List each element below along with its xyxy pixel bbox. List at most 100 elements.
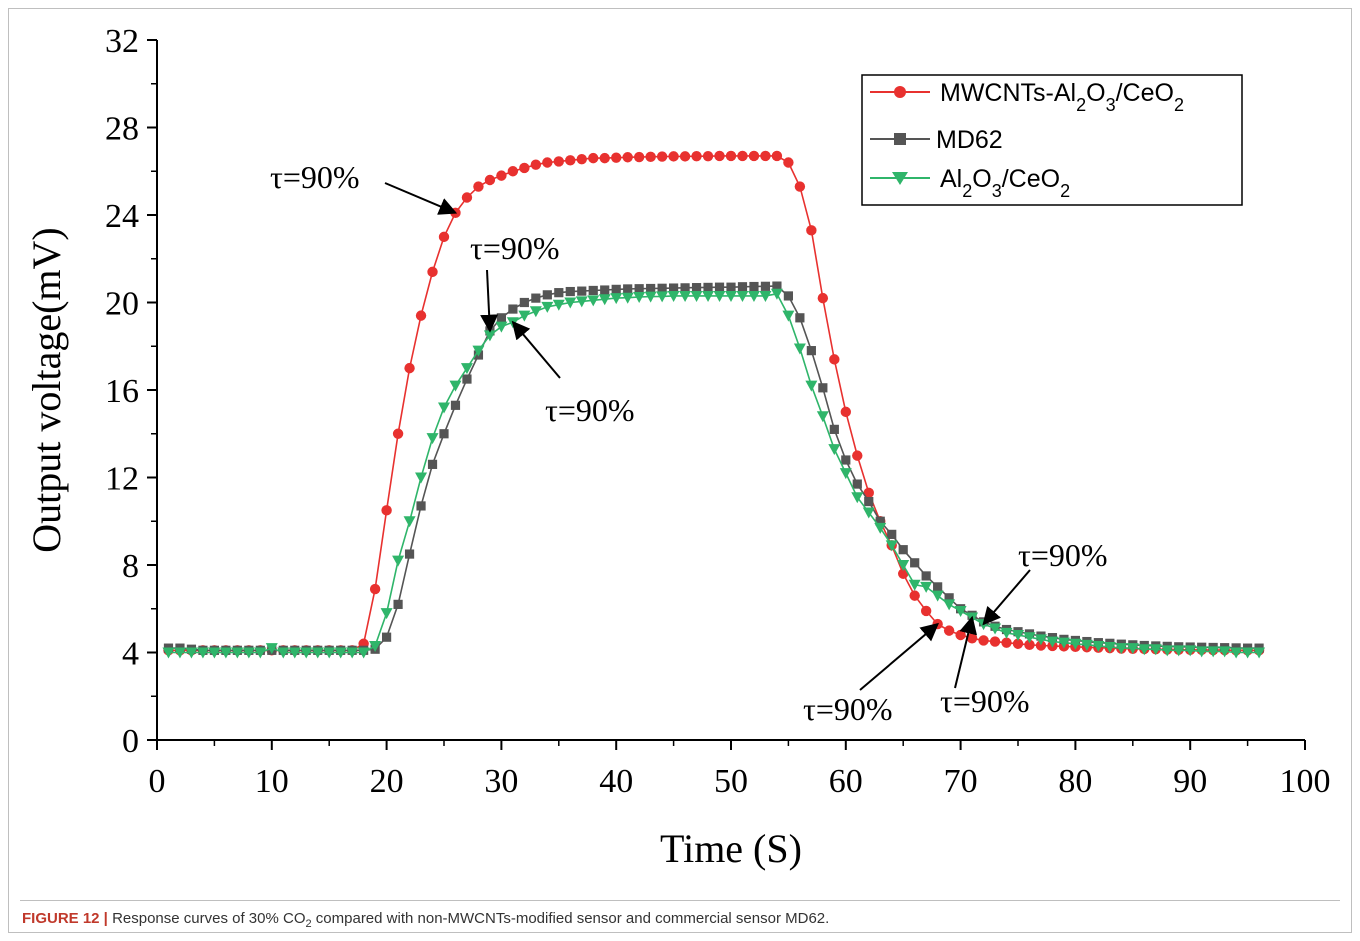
data-point — [874, 522, 887, 534]
data-point — [334, 647, 347, 659]
data-point — [862, 507, 875, 519]
data-point — [1161, 645, 1174, 657]
data-point — [634, 284, 644, 294]
data-point — [265, 643, 278, 655]
data-point — [943, 599, 956, 611]
data-point — [496, 170, 507, 181]
data-point — [427, 266, 438, 278]
legend-marker-al2o3 — [892, 172, 908, 185]
data-point — [921, 571, 931, 581]
x-tick-label: 20 — [370, 763, 404, 800]
data-point — [462, 374, 472, 384]
data-point — [416, 501, 426, 511]
data-point — [162, 647, 175, 659]
data-point — [518, 310, 531, 322]
annotation-arrow — [480, 269, 499, 333]
y-axis-title: Output voltage(mV) — [24, 227, 69, 553]
data-point — [553, 156, 564, 167]
data-point — [621, 292, 634, 304]
caption-text-post: compared with non-MWCNTs-modified sensor… — [311, 910, 830, 927]
data-point — [1001, 637, 1012, 648]
series-2 — [162, 288, 1266, 659]
data-point — [427, 459, 438, 469]
data-point — [909, 590, 920, 601]
data-point — [644, 291, 657, 303]
data-point — [588, 152, 599, 164]
data-point — [714, 282, 725, 292]
annotation-label: τ=90% — [940, 683, 1030, 719]
data-point — [577, 286, 587, 296]
annotation-label: τ=90% — [545, 392, 635, 428]
data-point — [1092, 640, 1105, 652]
data-point — [806, 225, 817, 236]
data-point — [208, 647, 221, 659]
data-point — [542, 290, 552, 300]
data-point — [393, 599, 403, 609]
data-point — [1253, 647, 1266, 659]
data-point — [667, 290, 680, 302]
data-point — [484, 174, 496, 186]
data-point — [460, 363, 473, 375]
series-1 — [163, 281, 1264, 655]
data-point — [173, 647, 186, 659]
data-point — [840, 406, 851, 418]
data-point — [600, 285, 610, 295]
data-point — [828, 444, 841, 456]
data-point — [472, 345, 485, 357]
data-point — [772, 281, 782, 291]
annotation-arrow — [384, 182, 458, 215]
data-point — [185, 647, 198, 659]
data-point — [449, 380, 462, 392]
data-point — [966, 633, 978, 644]
y-tick-label: 28 — [105, 111, 139, 148]
data-point — [656, 151, 668, 162]
data-point — [1149, 644, 1162, 656]
figure-caption: FIGURE 12 | Response curves of 30% CO2 c… — [22, 910, 1342, 930]
legend-label-mwcnts: MWCNTs-Al2O3/CeO2 — [940, 79, 1184, 115]
data-point — [508, 304, 518, 314]
annotation-label: τ=90% — [803, 691, 893, 727]
data-point — [818, 383, 828, 393]
data-point — [1241, 647, 1254, 659]
data-point — [552, 299, 565, 311]
data-point — [1230, 647, 1243, 659]
data-point — [646, 283, 656, 294]
data-point — [564, 297, 577, 309]
data-point — [288, 647, 301, 659]
data-point — [403, 516, 416, 528]
x-tick-label: 30 — [484, 763, 518, 800]
y-tick-label: 20 — [105, 286, 139, 323]
data-point — [989, 623, 1002, 635]
data-point — [816, 411, 829, 423]
data-point — [439, 429, 449, 439]
series-layer — [162, 150, 1266, 659]
series-line — [168, 285, 1260, 652]
data-point — [554, 288, 564, 298]
figure-frame — [8, 8, 1352, 933]
data-point — [438, 402, 450, 414]
data-point — [897, 560, 910, 571]
data-point — [254, 647, 267, 659]
x-tick-label: 0 — [149, 763, 166, 800]
x-tick-label: 40 — [599, 763, 633, 800]
data-point — [794, 181, 806, 192]
data-point — [806, 346, 816, 356]
annotation-label: τ=90% — [270, 159, 360, 195]
y-tick-label: 32 — [105, 23, 139, 60]
data-point — [1115, 643, 1128, 655]
data-point — [931, 590, 944, 602]
y-tick-label: 24 — [105, 198, 139, 235]
data-point — [369, 640, 382, 652]
data-point — [933, 582, 943, 592]
data-point — [736, 290, 749, 302]
x-tick-label: 90 — [1173, 763, 1207, 800]
data-point — [1057, 637, 1070, 649]
data-point — [611, 152, 622, 163]
data-point — [875, 516, 885, 526]
data-point — [415, 472, 428, 484]
data-point — [782, 310, 795, 322]
axes: 0 10 20 30 40 50 60 70 80 90 100 0 4 8 12 16 20 24 28 32 Tim… — [24, 23, 1331, 871]
data-point — [770, 288, 783, 300]
data-point — [622, 152, 633, 163]
data-point — [311, 647, 324, 659]
